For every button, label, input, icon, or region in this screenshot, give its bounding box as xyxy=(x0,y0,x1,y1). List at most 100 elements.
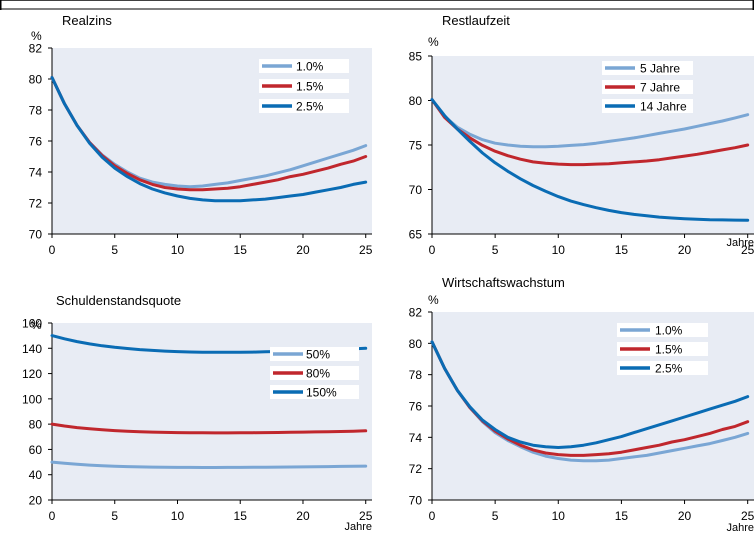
legend-background xyxy=(270,347,359,361)
legend-background xyxy=(617,361,708,375)
y-tick-label: 140 xyxy=(22,342,42,356)
legend-background xyxy=(259,79,349,93)
x-tick-label: 25 xyxy=(741,509,754,523)
series-line-2 xyxy=(50,422,368,435)
x-tick-label: 5 xyxy=(492,243,499,257)
x-tick-label: 15 xyxy=(234,509,248,523)
chart-title: Wirtschaftswachstum xyxy=(442,275,565,290)
chart-title: Schuldenstandsquote xyxy=(56,293,181,308)
y-tick-label: 74 xyxy=(409,431,423,445)
legend-background xyxy=(602,99,693,113)
y-tick-label: 160 xyxy=(22,317,42,331)
legend-label: 50% xyxy=(306,348,330,362)
y-tick-label: 82 xyxy=(29,42,43,56)
y-unit-label: % xyxy=(428,293,439,307)
y-tick-label: 74 xyxy=(29,166,43,180)
y-tick-label: 75 xyxy=(409,139,423,153)
legend-background xyxy=(270,366,359,380)
legend-label: 1.0% xyxy=(655,324,683,338)
x-axis-label: Jahre xyxy=(726,237,754,249)
x-tick-label: 5 xyxy=(111,243,118,257)
y-tick-label: 60 xyxy=(29,443,43,457)
y-tick-label: 72 xyxy=(29,197,43,211)
legend-background xyxy=(602,80,693,94)
legend-label: 1.5% xyxy=(655,343,683,357)
x-tick-label: 10 xyxy=(552,509,566,523)
legend-label: 80% xyxy=(306,367,330,381)
legend-label: 2.5% xyxy=(296,100,324,114)
series-line-1 xyxy=(430,98,750,149)
x-tick-label: 20 xyxy=(678,509,692,523)
y-tick-label: 72 xyxy=(409,462,423,476)
x-tick-label: 20 xyxy=(296,509,310,523)
x-axis-label: Jahre xyxy=(726,522,754,533)
y-tick-label: 20 xyxy=(29,494,43,508)
x-tick-label: 25 xyxy=(741,243,754,257)
series-line-3 xyxy=(50,76,368,203)
x-tick-label: 25 xyxy=(359,243,373,257)
x-tick-label: 25 xyxy=(359,509,373,523)
legend-label: 7 Jahre xyxy=(640,81,680,95)
y-tick-label: 40 xyxy=(29,468,43,482)
series-line-2 xyxy=(430,98,750,167)
x-tick-label: 5 xyxy=(492,509,499,523)
legend-label: 150% xyxy=(306,386,337,400)
chart-title: Realzins xyxy=(62,13,112,28)
chart-title: Restlaufzeit xyxy=(442,13,510,28)
y-tick-label: 65 xyxy=(409,228,423,242)
y-tick-label: 78 xyxy=(409,368,423,382)
chart-panel-4: Wirtschaftswachstum% 70 72 74 76 78 80 82 0 5 10 15… xyxy=(409,275,754,534)
y-tick-label: 82 xyxy=(409,306,423,320)
chart-panel-1: Realzins% 70 72 74 76 78 80 82 0 5 10 15 20 25 1.0% 1.5… xyxy=(29,13,373,257)
legend-label: 5 Jahre xyxy=(640,62,680,76)
y-tick-label: 70 xyxy=(409,183,423,197)
y-tick-label: 80 xyxy=(29,73,43,87)
x-tick-label: 15 xyxy=(615,509,629,523)
x-tick-label: 20 xyxy=(296,243,310,257)
y-tick-label: 70 xyxy=(409,494,423,508)
x-tick-label: 5 xyxy=(111,509,118,523)
legend-label: 1.5% xyxy=(296,80,324,94)
y-unit-label: % xyxy=(31,29,42,43)
y-unit-label: % xyxy=(428,35,439,49)
x-tick-label: 15 xyxy=(234,243,248,257)
y-tick-label: 70 xyxy=(29,228,43,242)
chart-panel-3: Schuldenstandsquote%20406080100120140160… xyxy=(22,293,373,533)
y-tick-label: 80 xyxy=(29,418,43,432)
legend-background xyxy=(270,385,359,399)
x-tick-label: 10 xyxy=(552,243,566,257)
series-line-1 xyxy=(50,460,368,469)
legend-background xyxy=(259,59,349,73)
x-tick-label: 0 xyxy=(429,509,436,523)
x-tick-label: 0 xyxy=(49,243,56,257)
x-tick-label: 0 xyxy=(429,243,436,257)
y-tick-label: 100 xyxy=(22,392,42,406)
y-tick-label: 80 xyxy=(409,337,423,351)
x-tick-label: 10 xyxy=(171,243,185,257)
x-tick-label: 20 xyxy=(678,243,692,257)
x-tick-label: 0 xyxy=(49,509,56,523)
legend-label: 2.5% xyxy=(655,362,683,376)
legend-label: 14 Jahre xyxy=(640,100,687,114)
y-tick-label: 76 xyxy=(409,400,423,414)
legend-label: 1.0% xyxy=(296,60,324,74)
y-tick-label: 78 xyxy=(29,104,43,118)
legend-background xyxy=(602,61,693,75)
y-tick-label: 76 xyxy=(29,135,43,149)
x-tick-label: 10 xyxy=(171,509,185,523)
y-tick-label: 120 xyxy=(22,367,42,381)
series-line-3 xyxy=(430,98,750,222)
y-tick-label: 80 xyxy=(409,94,423,108)
series-line-3 xyxy=(430,340,750,449)
x-tick-label: 15 xyxy=(615,243,629,257)
legend-background xyxy=(617,342,708,356)
y-unit-label: % xyxy=(31,318,42,332)
legend-background xyxy=(259,99,349,113)
plot-area xyxy=(432,312,754,500)
x-axis-label: Jahre xyxy=(344,521,372,533)
y-tick-label: 85 xyxy=(409,50,423,64)
plot-area xyxy=(52,48,372,234)
